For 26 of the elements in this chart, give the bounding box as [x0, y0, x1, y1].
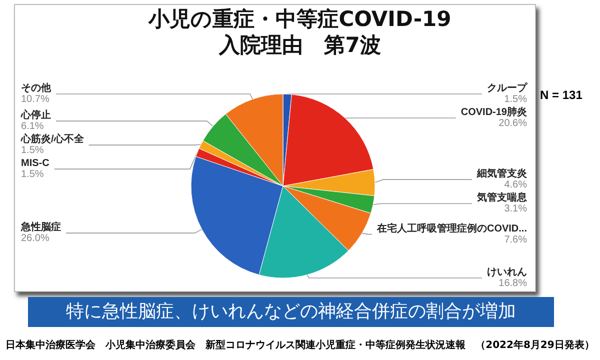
data-label: 1.5% [504, 94, 528, 105]
slice-label: 気管支喘息 [476, 192, 528, 204]
slice-label: 在宅人工呼吸管理症例のCOVID... [376, 222, 528, 234]
slice-label: COVID-19肺炎 [460, 106, 528, 118]
chart-title: 小児の重症・中等症COVID-19 入院理由 第7波 [147, 6, 452, 58]
data-label: 1.5% [21, 145, 44, 156]
data-label: 3.1% [504, 204, 528, 215]
slice-label: けいれん [487, 267, 527, 278]
slice-label: 急性脳症 [20, 221, 61, 234]
data-label: 10.7% [21, 94, 50, 105]
slice-label: 細気管支炎 [476, 168, 528, 180]
slice-label: 心停止 [20, 109, 51, 122]
slice-label: MIS-C [21, 158, 50, 170]
data-label: 20.6% [498, 118, 528, 129]
data-label: 6.1% [21, 121, 44, 132]
data-label: 26.0% [21, 233, 50, 244]
data-label: 1.5% [21, 169, 44, 180]
data-label: 4.6% [504, 180, 528, 191]
data-label: 16.8% [498, 278, 528, 289]
text: N = 131 [540, 88, 582, 102]
text: 日本集中治療医学会 小児集中治療委員会 新型コロナウイルス関連小児重症・中等症例発生状況速報 （2022年8月29日発表） [4, 338, 596, 352]
slice-label: その他 [21, 82, 52, 94]
slice-label: 心筋炎/心不全 [20, 133, 85, 146]
slice-label: クループ [487, 82, 528, 94]
data-label: 7.6% [504, 234, 528, 246]
text: 特に急性脳症、けいれんなどの神経合併症の割合が増加 [28, 297, 554, 327]
